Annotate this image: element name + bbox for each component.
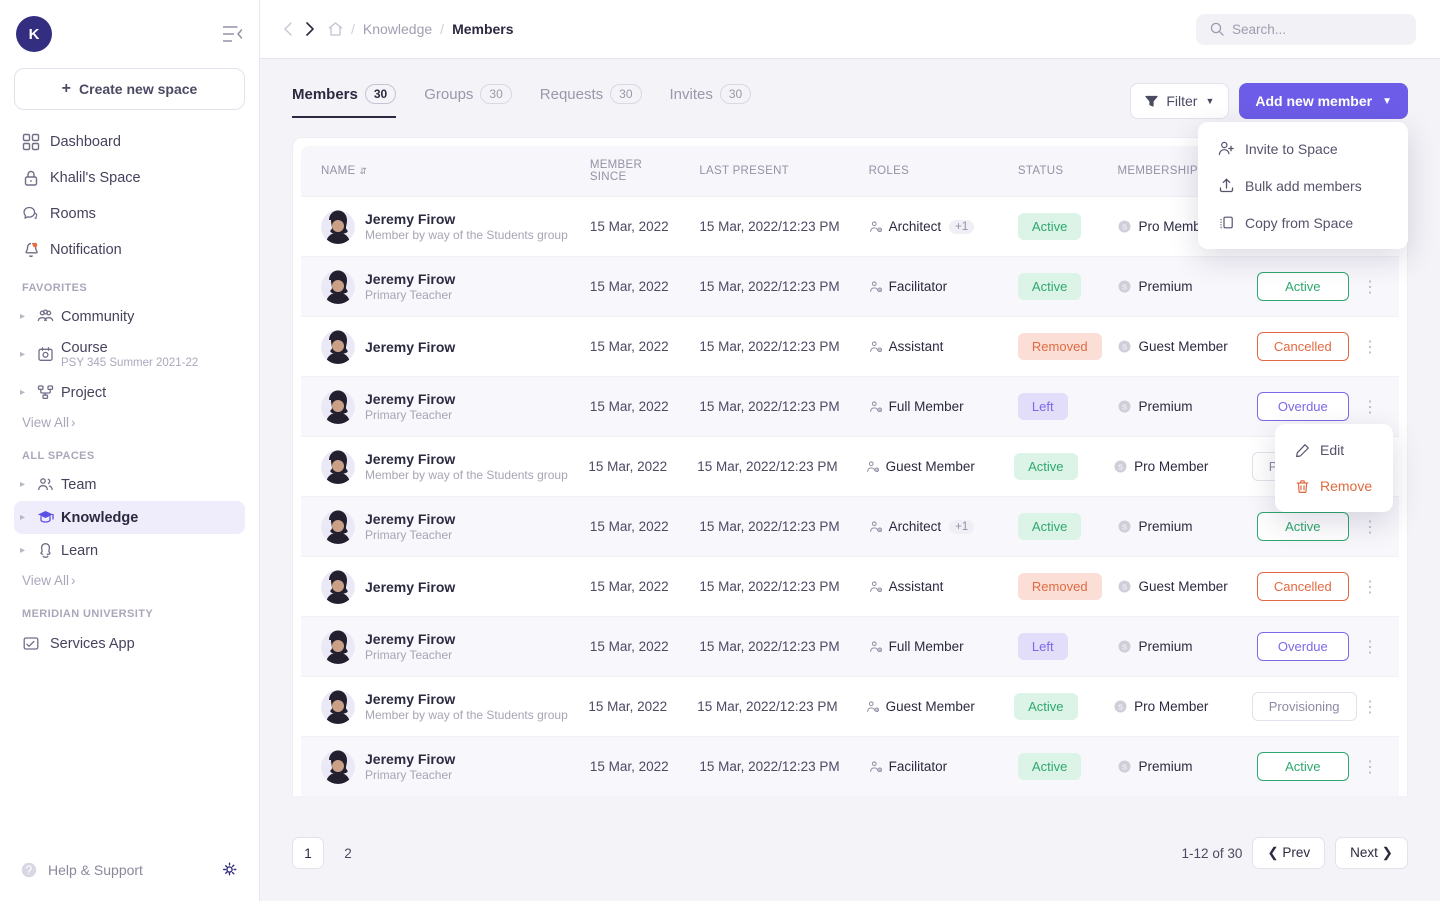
svg-text:S: S <box>1122 762 1127 771</box>
svg-text:S: S <box>1118 702 1123 711</box>
svg-text:S: S <box>1122 642 1127 651</box>
svg-text:S: S <box>1122 402 1127 411</box>
svg-text:S: S <box>1122 282 1127 291</box>
svg-text:S: S <box>1122 582 1127 591</box>
svg-text:S: S <box>1122 522 1127 531</box>
svg-text:S: S <box>1118 462 1123 471</box>
svg-text:S: S <box>1122 342 1127 351</box>
svg-text:S: S <box>1122 222 1127 231</box>
